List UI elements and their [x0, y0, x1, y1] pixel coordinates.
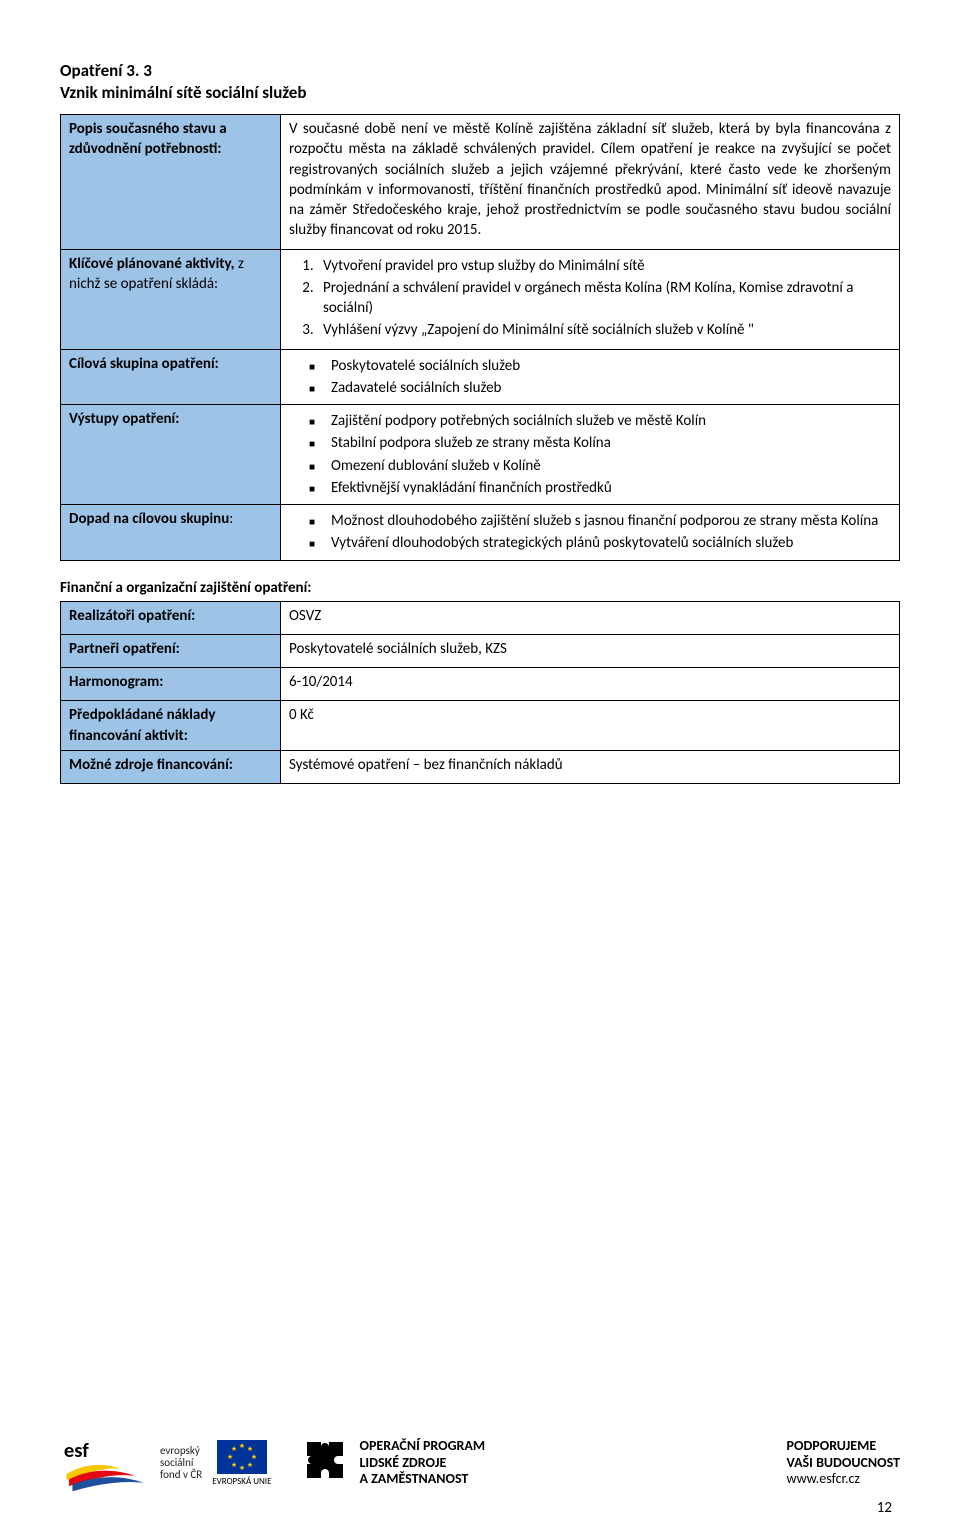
row-content: V současné době není ve městě Kolíně zaj… [281, 115, 900, 250]
table-row: Možné zdroje financování:Systémové opatř… [61, 750, 900, 783]
row-label: Předpokládané náklady financování aktivi… [61, 701, 281, 751]
footer-logos-bar: esf evropský sociální fond v ČR ★ ★ ★ ★ [60, 1433, 900, 1493]
row-content: Systémové opatření – bez finančních nákl… [281, 750, 900, 783]
row-content: Poskytovatelé sociálních služeb, KZS [281, 634, 900, 667]
row-label: Popis současného stavu a zdůvodnění potř… [61, 115, 281, 250]
row-label: Dopad na cílovou skupinu: [61, 505, 281, 561]
row-label: Možné zdroje financování: [61, 750, 281, 783]
esf-swoosh-icon: esf [60, 1433, 150, 1493]
table-row: Popis současného stavu a zdůvodnění potř… [61, 115, 900, 250]
row-content: 6-10/2014 [281, 668, 900, 701]
esf-logo-block: esf evropský sociální fond v ČR ★ ★ ★ ★ [60, 1433, 271, 1493]
puzzle-icon [301, 1436, 349, 1491]
table-row: Předpokládané náklady financování aktivi… [61, 701, 900, 751]
eu-flag-block: ★ ★ ★ ★ ★ ★ ★ ★ EVROPSKÁ UNIE [212, 1440, 271, 1487]
row-label: Realizátoři opatření: [61, 601, 281, 634]
heading-line1: Opatření 3. 3 [60, 60, 900, 82]
row-label: Výstupy opatření: [61, 405, 281, 505]
row-label: Klíčové plánované aktivity, z nichž se o… [61, 249, 281, 349]
table-main-2: Realizátoři opatření:OSVZPartneři opatře… [60, 601, 900, 785]
row-content: Poskytovatelé sociálních služebZadavatel… [281, 349, 900, 405]
table-row: Harmonogram:6-10/2014 [61, 668, 900, 701]
support-text: PODPORUJEME VAŠI BUDOUCNOST www.esfcr.cz [787, 1438, 900, 1488]
row-content: 0 Kč [281, 701, 900, 751]
row-label: Harmonogram: [61, 668, 281, 701]
heading-line2: Vznik minimální sítě sociální služeb [60, 82, 900, 104]
table-row: Dopad na cílovou skupinu:Možnost dlouhod… [61, 505, 900, 561]
table-row: Klíčové plánované aktivity, z nichž se o… [61, 249, 900, 349]
table-row: Realizátoři opatření:OSVZ [61, 601, 900, 634]
section-financial-title: Finanční a organizační zajištění opatřen… [60, 579, 900, 597]
esf-text: evropský sociální fond v ČR [160, 1445, 202, 1481]
page-number: 12 [877, 1499, 892, 1517]
row-label: Cílová skupina opatření: [61, 349, 281, 405]
row-content: Možnost dlouhodobého zajištění služeb s … [281, 505, 900, 561]
eu-flag-icon: ★ ★ ★ ★ ★ ★ ★ ★ [217, 1440, 267, 1474]
op-logo-block: OPERAČNÍ PROGRAM LIDSKÉ ZDROJE A ZAMĚSTN… [301, 1436, 485, 1491]
row-content: OSVZ [281, 601, 900, 634]
svg-text:esf: esf [64, 1437, 89, 1463]
eu-label: EVROPSKÁ UNIE [212, 1476, 271, 1487]
table-row: Partneři opatření:Poskytovatelé sociální… [61, 634, 900, 667]
table-row: Cílová skupina opatření:Poskytovatelé so… [61, 349, 900, 405]
row-label: Partneři opatření: [61, 634, 281, 667]
row-content: Zajištění podpory potřebných sociálních … [281, 405, 900, 505]
row-content: Vytvoření pravidel pro vstup služby do M… [281, 249, 900, 349]
table-main-1: Popis současného stavu a zdůvodnění potř… [60, 114, 900, 561]
page-heading: Opatření 3. 3 Vznik minimální sítě sociá… [60, 60, 900, 104]
table-row: Výstupy opatření:Zajištění podpory potře… [61, 405, 900, 505]
op-text: OPERAČNÍ PROGRAM LIDSKÉ ZDROJE A ZAMĚSTN… [359, 1438, 485, 1488]
